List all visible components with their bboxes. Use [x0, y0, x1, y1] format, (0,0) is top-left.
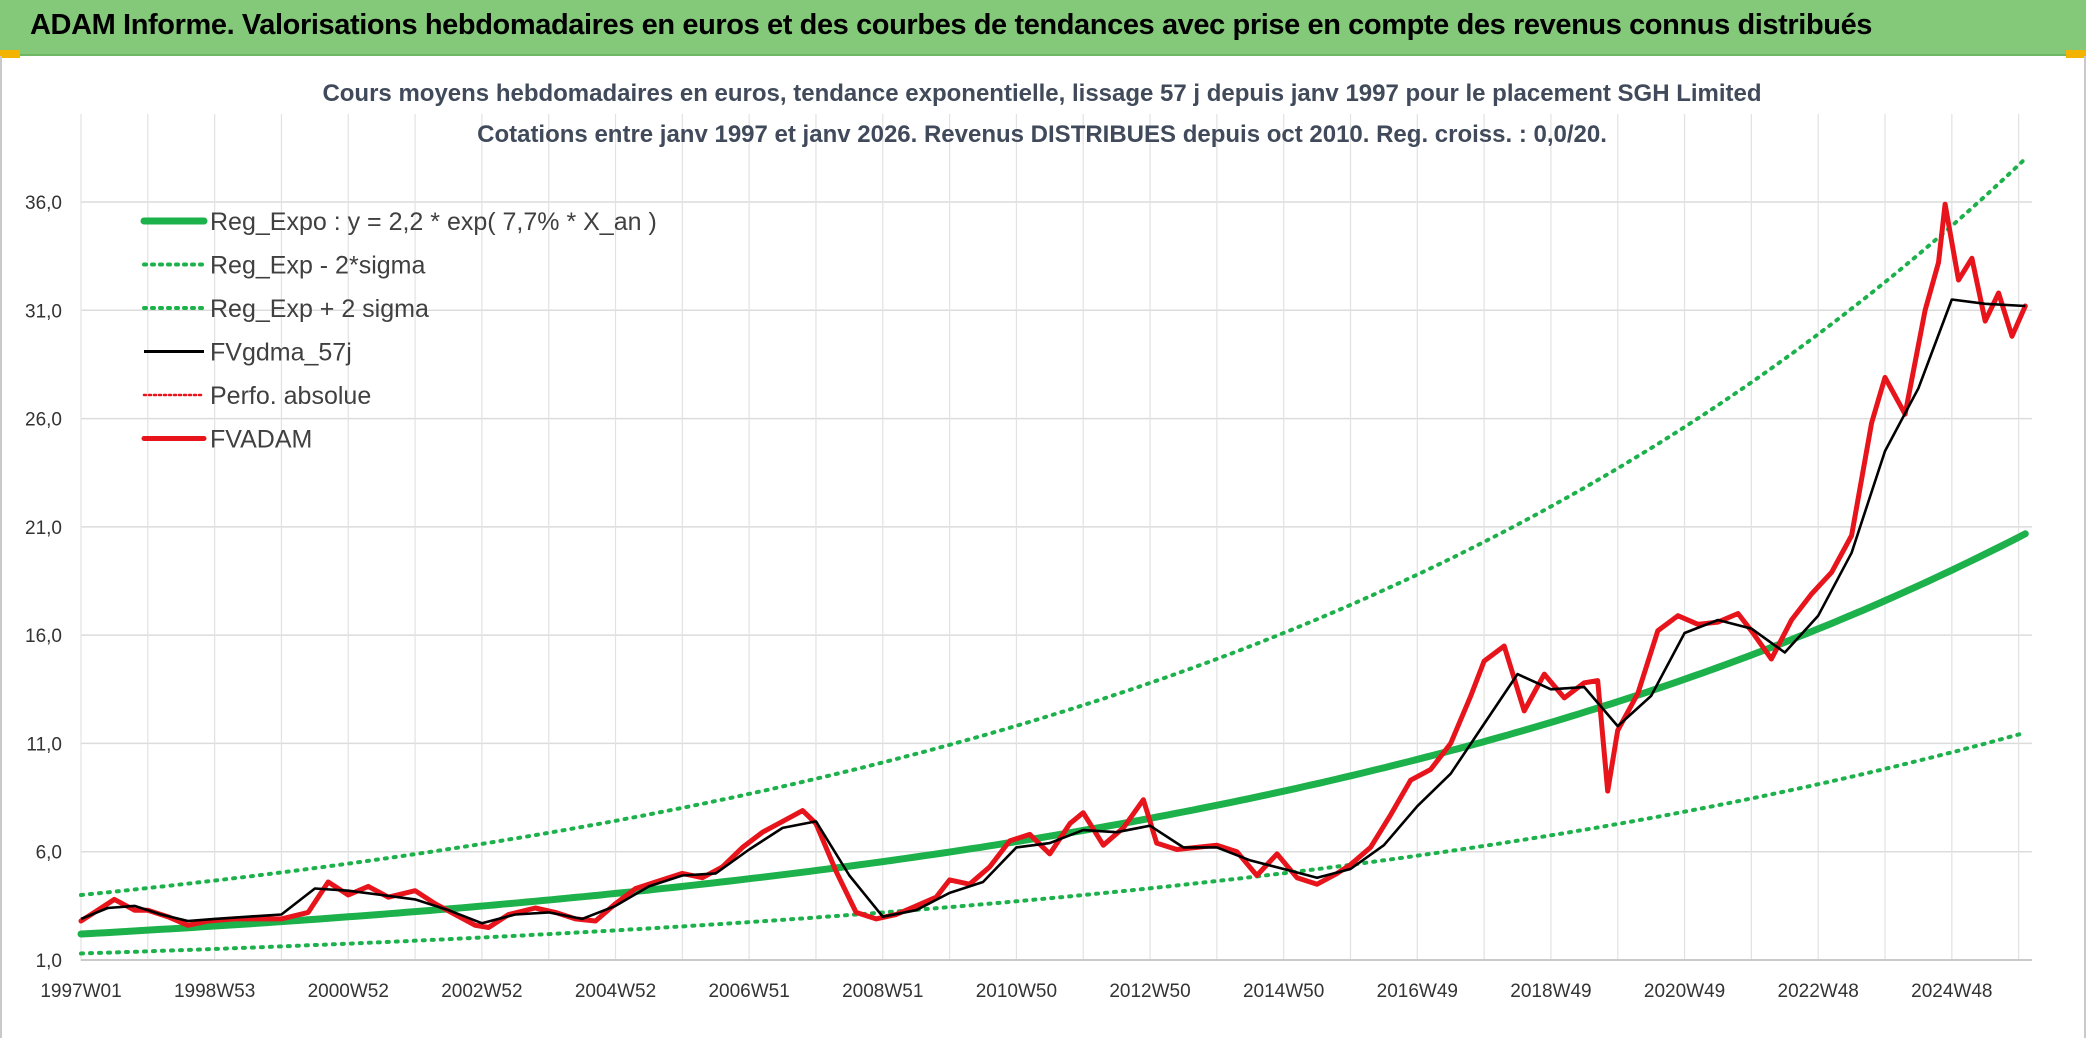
- corner-accent-left: [0, 50, 20, 58]
- legend-label: Reg_Expo : y = 2,2 * exp( 7,7% * X_an ): [210, 208, 657, 236]
- y-tick-label: 26,0: [25, 410, 62, 431]
- x-tick-label: 2004W52: [575, 981, 656, 1002]
- x-tick-label: 1997W01: [40, 981, 121, 1002]
- corner-accent-right: [2066, 50, 2086, 58]
- chart-title-line1: Cours moyens hebdomadaires en euros, ten…: [322, 80, 1761, 107]
- y-tick-label: 21,0: [25, 518, 62, 539]
- y-tick-label: 1,0: [36, 951, 62, 972]
- report-title: ADAM Informe. Valorisations hebdomadaire…: [30, 9, 1873, 41]
- x-tick-label: 2008W51: [842, 981, 923, 1002]
- y-tick-label: 6,0: [36, 843, 62, 864]
- x-tick-label: 2002W52: [441, 981, 522, 1002]
- y-tick-label: 11,0: [26, 734, 62, 755]
- report-banner: ADAM Informe. Valorisations hebdomadaire…: [0, 0, 2086, 56]
- x-tick-label: 1998W53: [174, 981, 255, 1002]
- chart-title-line2: Cotations entre janv 1997 et janv 2026. …: [477, 121, 1607, 148]
- series-reg-expo: [77, 530, 2029, 938]
- x-tick-label: 2012W50: [1109, 981, 1190, 1002]
- x-tick-label: 2014W50: [1243, 981, 1324, 1002]
- y-tick-label: 31,0: [25, 301, 62, 322]
- series-reg-exp-minus-2sigma: [79, 730, 2028, 956]
- legend-label: FVgdma_57j: [210, 339, 352, 367]
- line-chart: Cours moyens hebdomadaires en euros, ten…: [25, 80, 2032, 1002]
- legend-label: Reg_Exp + 2 sigma: [210, 295, 429, 323]
- legend-label: Perfo. absolue: [210, 382, 371, 410]
- legend: Reg_Expo : y = 2,2 * exp( 7,7% * X_an ) R…: [140, 208, 657, 454]
- y-tick-label: 16,0: [25, 626, 62, 647]
- series-reg-exp-plus-2sigma: [79, 156, 2028, 897]
- y-tick-label: 36,0: [25, 193, 62, 214]
- grid: [80, 114, 2032, 961]
- legend-label: Reg_Exp - 2*sigma: [210, 252, 425, 280]
- x-tick-label: 2000W52: [308, 981, 389, 1002]
- x-axis: 1997W01 1998W53 2000W52 2002W52 2004W52 2006W…: [40, 981, 1992, 1002]
- x-tick-label: 2022W48: [1778, 981, 1859, 1002]
- x-tick-label: 2024W48: [1911, 981, 1992, 1002]
- x-tick-label: 2018W49: [1510, 981, 1591, 1002]
- chart-frame: Cours moyens hebdomadaires en euros, ten…: [0, 56, 2086, 1038]
- series-fvgdma-57j: [80, 298, 2026, 925]
- legend-label: FVADAM: [210, 426, 312, 454]
- x-tick-label: 2016W49: [1377, 981, 1458, 1002]
- y-axis: 1,0 6,0 11,0 16,0 21,0 26,0 31,0 36,0: [25, 193, 62, 972]
- x-tick-label: 2006W51: [708, 981, 789, 1002]
- x-tick-label: 2020W49: [1644, 981, 1725, 1002]
- series-layer: [77, 156, 2029, 956]
- x-tick-label: 2010W50: [976, 981, 1057, 1002]
